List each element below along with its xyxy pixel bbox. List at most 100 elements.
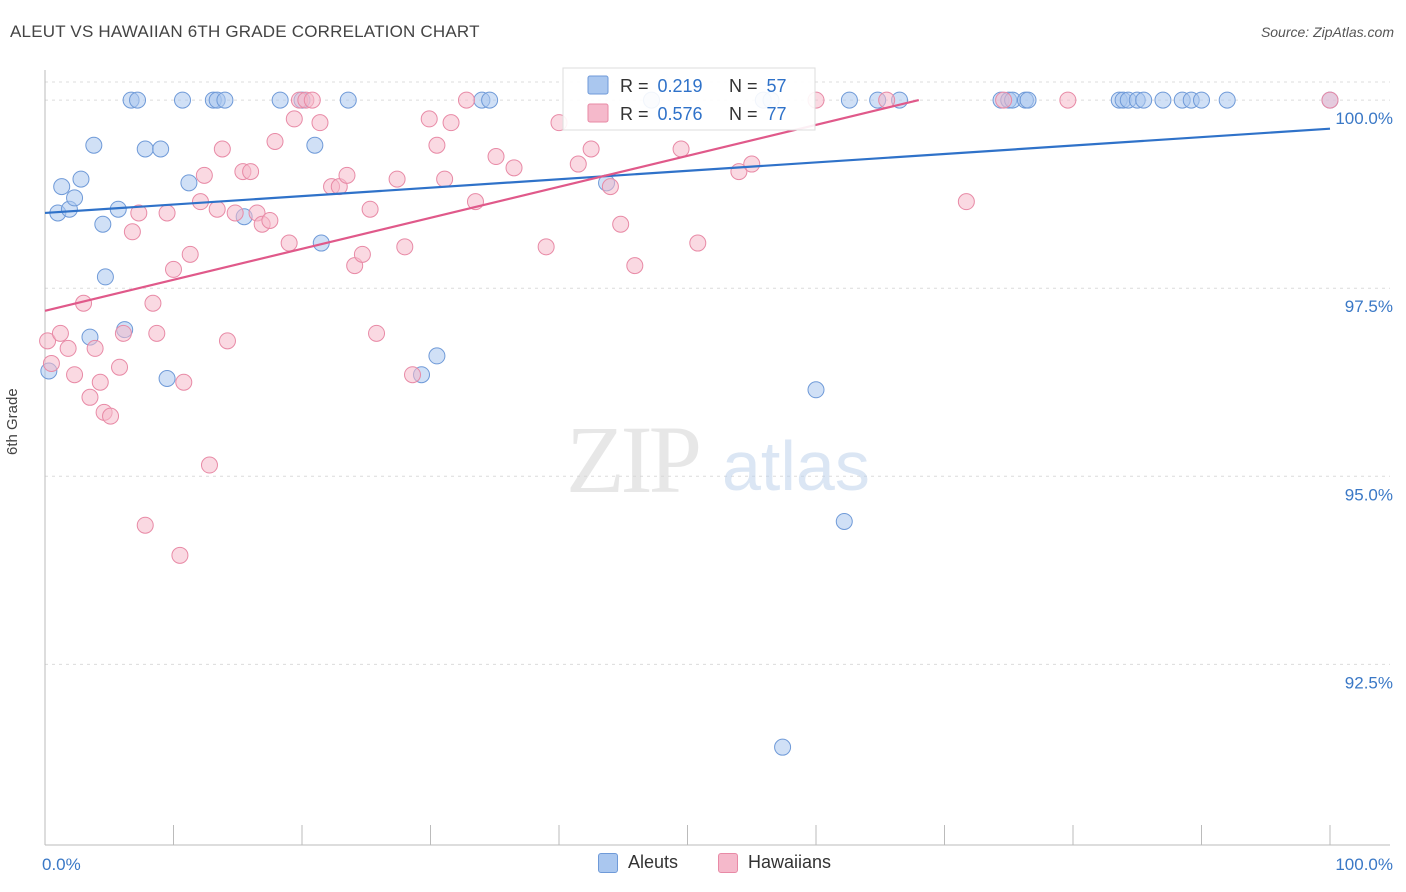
hawaiian-point-67: [672, 140, 690, 158]
hawaiian-point-48: [368, 324, 386, 342]
legend-swatch-hawaiians: [587, 103, 609, 123]
hawaiian-point-29: [226, 204, 244, 222]
hawaiian-point-3: [59, 339, 77, 357]
hawaiian-point-2: [51, 324, 69, 342]
aleut-point-13: [129, 91, 147, 109]
hawaiian-point-16: [144, 294, 162, 312]
hawaiian-point-1: [42, 354, 60, 372]
hawaiian-point-35: [266, 132, 284, 150]
hawaiian-point-50: [396, 238, 414, 256]
aleut-point-23: [271, 91, 289, 109]
aleut-trend-line: [44, 127, 1331, 215]
legend-label-hawaiians: Hawaiians: [748, 852, 832, 872]
hawaiian-point-37: [285, 110, 303, 128]
hawaiian-point-66: [626, 257, 644, 275]
hawaiian-point-4: [66, 366, 84, 384]
svg-text:N = 57: N = 57: [729, 76, 787, 96]
svg-text:N = 77: N = 77: [729, 104, 787, 124]
hawaiian-point-7: [86, 339, 104, 357]
hawaiian-point-26: [208, 200, 226, 218]
hawaiian-point-31: [242, 163, 260, 181]
aleut-point-49: [1135, 91, 1153, 109]
legend-r-value-hawaiians: 0.576: [658, 104, 703, 124]
trend-lines: [44, 99, 1331, 312]
legend-swatch-aleuts-bottom: [598, 852, 618, 873]
hawaiian-point-27: [213, 140, 231, 158]
aleut-point-8: [94, 215, 112, 233]
legend-n-label-hawaiians: N =: [729, 104, 763, 124]
svg-text:R = 0.219: R = 0.219: [620, 76, 703, 96]
y-tick-label-1: 97.5%: [1345, 297, 1393, 316]
aleut-point-25: [306, 136, 324, 154]
hawaiian-point-0: [39, 332, 57, 350]
hawaiian-point-53: [428, 136, 446, 154]
hawaiian-point-73: [957, 193, 975, 211]
hawaiian-point-28: [218, 332, 236, 350]
hawaiian-point-15: [136, 516, 154, 534]
hawaiian-point-6: [81, 388, 99, 406]
legend-label-aleuts: Aleuts: [628, 852, 679, 872]
x-tick-label-min: 0.0%: [42, 855, 81, 874]
aleut-point-21: [216, 91, 234, 109]
aleut-point-54: [1218, 91, 1236, 109]
source-note: Source: ZipAtlas.com: [1260, 24, 1394, 40]
hawaiian-point-52: [420, 110, 438, 128]
aleut-point-7: [85, 136, 103, 154]
legend-r-label-aleuts: R =: [620, 76, 654, 96]
y-tick-label-2: 95.0%: [1345, 485, 1393, 504]
legend-item-hawaiians[interactable]: Hawaiians: [718, 852, 831, 873]
hawaiian-point-18: [158, 204, 176, 222]
svg-text:R = 0.576: R = 0.576: [620, 104, 703, 124]
aleut-point-14: [136, 140, 154, 158]
tick-labels: 100.0% 97.5% 95.0% 92.5% 0.0% 100.0%: [42, 109, 1393, 874]
aleut-point-17: [173, 91, 191, 109]
hawaiian-point-10: [102, 407, 120, 425]
aleut-point-27: [339, 91, 357, 109]
legend-item-aleuts[interactable]: Aleuts: [598, 852, 678, 873]
watermark-atlas: atlas: [722, 427, 870, 505]
aleut-point-15: [152, 140, 170, 158]
hawaiian-trend-line: [44, 99, 920, 312]
hawaiian-point-36: [280, 234, 298, 252]
hawaiian-point-13: [123, 223, 141, 241]
legend-r-label-hawaiians: R =: [620, 104, 654, 124]
aleut-point-5: [72, 170, 90, 188]
hawaiian-point-62: [569, 155, 587, 173]
aleut-point-57: [807, 381, 825, 399]
y-tick-label-0: 100.0%: [1335, 109, 1393, 128]
hawaiian-point-49: [388, 170, 406, 188]
y-tick-label-3: 92.5%: [1345, 673, 1393, 692]
legend-n-label-aleuts: N =: [729, 76, 763, 96]
hawaiian-point-19: [165, 260, 182, 278]
aleut-point-36: [835, 512, 853, 530]
hawaiian-point-12: [114, 324, 132, 342]
aleut-point-53: [1193, 91, 1210, 109]
aleut-point-56: [774, 738, 792, 756]
legend-swatch-hawaiians-bottom: [718, 852, 738, 873]
hawaiian-point-60: [537, 238, 555, 256]
aleut-point-18: [180, 174, 198, 192]
hawaiian-point-70: [743, 155, 761, 173]
aleut-point-44: [1019, 91, 1037, 109]
hawaiian-point-65: [612, 215, 630, 233]
hawaiian-point-8: [91, 373, 109, 391]
aleut-point-29: [428, 347, 446, 365]
hawaiian-point-41: [311, 114, 329, 132]
legend-n-value-aleuts: 57: [767, 76, 787, 96]
hawaiian-point-24: [195, 166, 213, 184]
aleut-point-2: [53, 178, 71, 196]
hawaiian-point-51: [404, 366, 422, 384]
hawaiian-point-76: [1321, 91, 1339, 109]
hawaiian-point-56: [457, 91, 475, 109]
aleut-point-16: [158, 369, 176, 387]
hawaiian-point-17: [148, 324, 166, 342]
hawaiian-point-63: [582, 140, 600, 158]
bottom-legend: Aleuts Hawaiians: [0, 852, 1406, 876]
hawaiian-point-64: [601, 178, 619, 196]
chart-title: ALEUT VS HAWAIIAN 6TH GRADE CORRELATION …: [10, 22, 480, 41]
axes: [44, 70, 1390, 846]
hawaiian-point-68: [689, 234, 707, 252]
legend-swatch-aleuts: [587, 75, 609, 95]
watermark-zip: ZIP: [566, 406, 699, 513]
